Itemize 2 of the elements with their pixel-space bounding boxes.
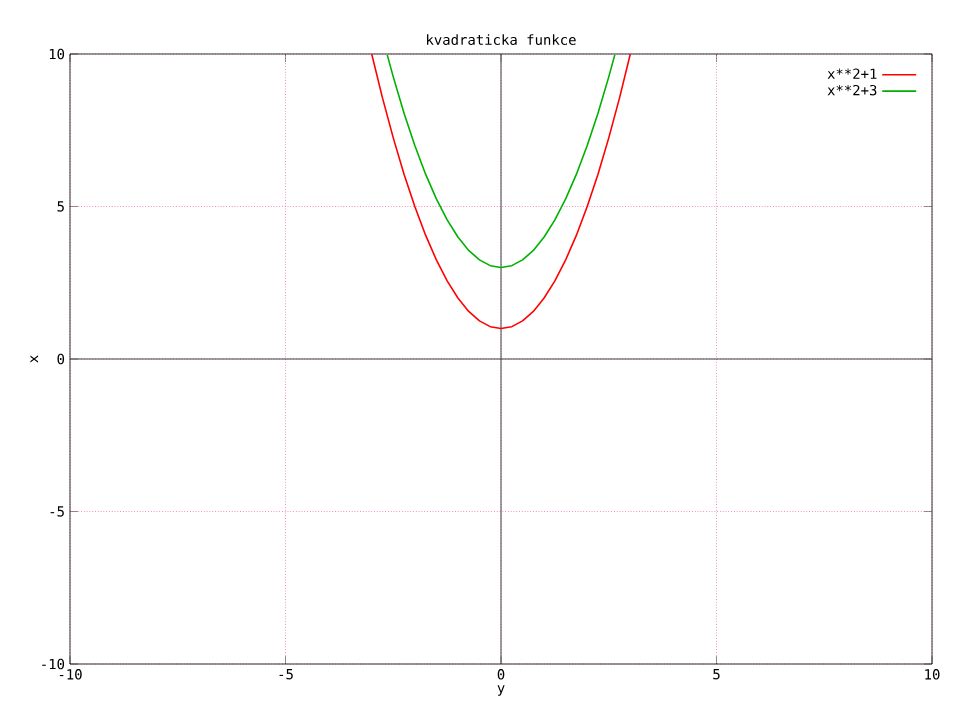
line-series (386, 54, 616, 269)
line-series (370, 53, 632, 330)
